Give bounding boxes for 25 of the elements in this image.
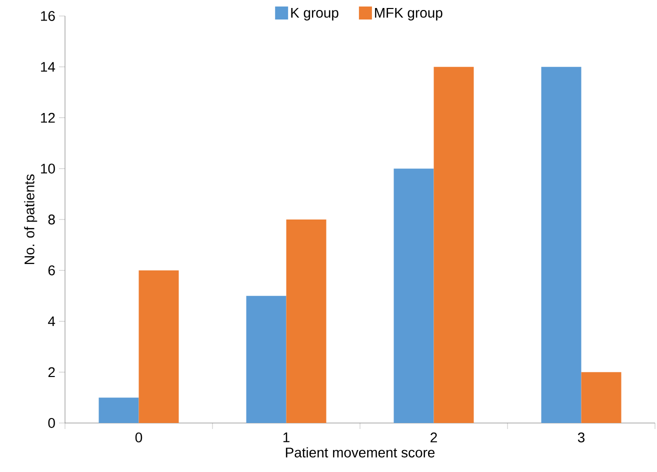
x-tick-label: 3 xyxy=(578,432,585,442)
bar xyxy=(286,219,326,423)
y-axis-title: No. of patients xyxy=(24,174,38,264)
legend-label: MFK group xyxy=(375,8,442,20)
bar xyxy=(581,372,622,423)
bar xyxy=(394,168,434,423)
legend-label: K group xyxy=(291,8,338,20)
y-tick-label: 12 xyxy=(41,112,55,123)
x-tick-label: 2 xyxy=(430,432,437,442)
x-axis-title: Patient movement score xyxy=(286,447,435,458)
bar xyxy=(541,66,582,423)
bar xyxy=(434,66,474,423)
y-tick-label: 2 xyxy=(48,367,55,377)
bar xyxy=(138,270,179,423)
y-tick-label: 4 xyxy=(48,316,56,326)
y-tick-label: 8 xyxy=(48,214,55,224)
y-tick-label: 14 xyxy=(41,62,56,72)
y-tick-label: 0 xyxy=(48,418,55,428)
x-tick-label: 0 xyxy=(135,432,142,442)
y-tick-label: 6 xyxy=(48,265,55,276)
x-tick-label: 1 xyxy=(283,432,290,442)
y-tick-label: 16 xyxy=(41,11,55,21)
bar xyxy=(246,296,286,423)
y-tick-label: 10 xyxy=(41,164,55,174)
bar xyxy=(98,398,139,423)
